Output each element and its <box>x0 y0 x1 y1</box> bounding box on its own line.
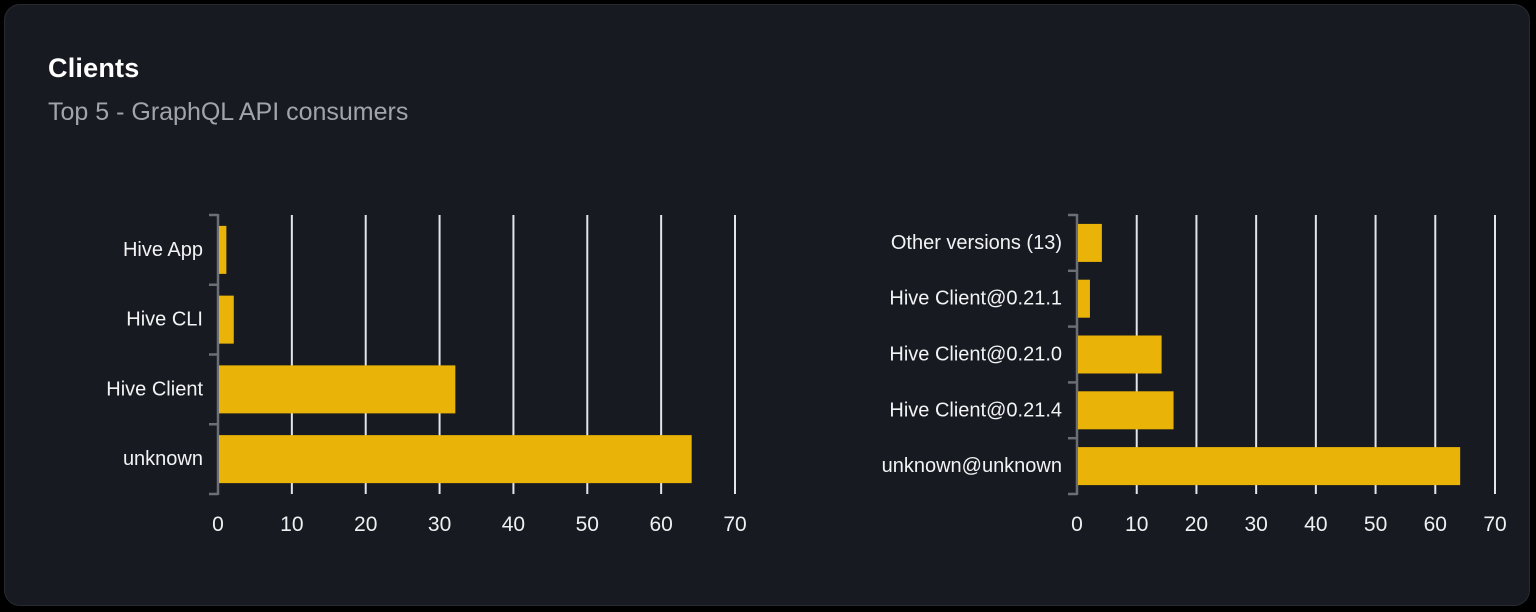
bar-hive-cli[interactable] <box>219 295 234 344</box>
bar-hive-client-0-21-4[interactable] <box>1078 391 1174 430</box>
bar-hive-app[interactable] <box>219 225 227 274</box>
category-label: Hive App <box>123 239 203 261</box>
clients-by-version-svg: Other versions (13) Hive Client@0.21.1 Hiv… <box>882 213 1507 536</box>
bar-unknown-unknown[interactable] <box>1078 447 1461 486</box>
clients-by-version-chart: Other versions (13) Hive Client@0.21.1 Hiv… <box>815 200 1536 555</box>
category-label: Hive Client@0.21.1 <box>889 288 1062 310</box>
clients-by-name-chart: Hive App Hive CLI Hive Client unknown 0 10 20 3… <box>65 200 810 555</box>
category-label: Other versions (13) <box>891 232 1062 254</box>
x-tick-label: 40 <box>1304 513 1327 536</box>
bar-other-versions-13-[interactable] <box>1078 223 1102 262</box>
x-tick-label: 0 <box>212 513 224 536</box>
x-tick-label: 0 <box>1071 513 1083 536</box>
category-label: Hive Client@0.21.0 <box>889 344 1062 366</box>
x-tick-label: 20 <box>1185 513 1208 536</box>
category-label: unknown@unknown <box>882 455 1062 477</box>
x-tick-label: 70 <box>723 513 746 536</box>
clients-by-name-svg: Hive App Hive CLI Hive Client unknown 0 10 20 3… <box>106 213 747 536</box>
x-tick-label: 60 <box>1424 513 1447 536</box>
category-label: Hive Client <box>106 378 203 400</box>
bar-hive-client[interactable] <box>219 365 456 414</box>
x-tick-label: 20 <box>354 513 377 536</box>
bar-hive-client-0-21-0[interactable] <box>1078 335 1162 374</box>
bar-unknown[interactable] <box>219 435 692 484</box>
x-tick-label: 70 <box>1483 513 1506 536</box>
clients-card: Clients Top 5 - GraphQL API consumers Hi… <box>4 4 1530 606</box>
x-tick-label: 10 <box>280 513 303 536</box>
x-tick-label: 50 <box>1364 513 1387 536</box>
x-tick-label: 50 <box>576 513 599 536</box>
category-label: unknown <box>123 448 203 470</box>
x-tick-label: 30 <box>428 513 451 536</box>
category-label: Hive CLI <box>126 309 203 331</box>
category-label: Hive Client@0.21.4 <box>889 399 1062 421</box>
x-tick-label: 60 <box>649 513 672 536</box>
x-tick-label: 10 <box>1125 513 1148 536</box>
x-tick-label: 40 <box>502 513 525 536</box>
x-tick-label: 30 <box>1244 513 1267 536</box>
card-title: Clients <box>48 53 140 83</box>
bar-hive-client-0-21-1[interactable] <box>1078 279 1090 318</box>
card-subtitle: Top 5 - GraphQL API consumers <box>48 98 409 126</box>
